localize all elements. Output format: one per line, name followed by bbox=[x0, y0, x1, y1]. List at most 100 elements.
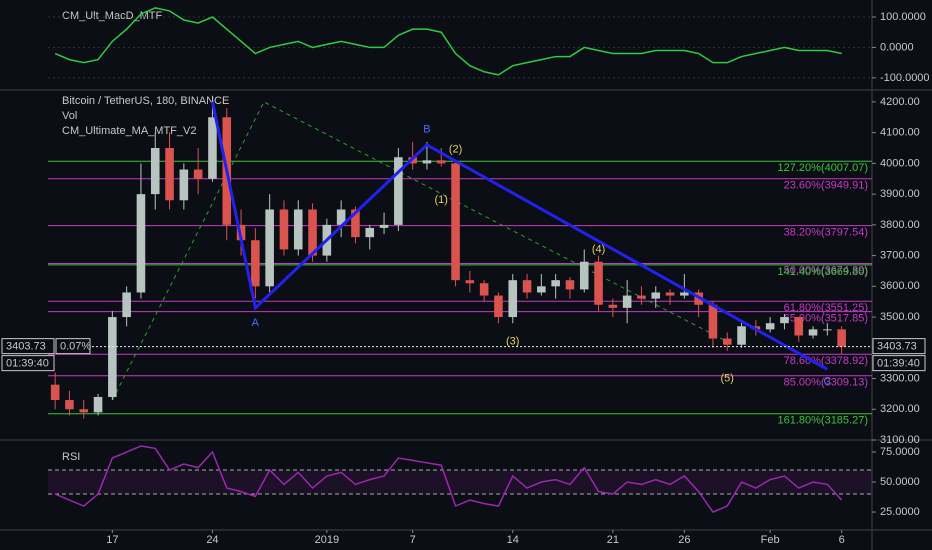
candle-body bbox=[136, 194, 146, 293]
price-subtitle: Vol bbox=[62, 110, 77, 122]
candle-body bbox=[179, 169, 189, 201]
candle-body bbox=[65, 400, 74, 410]
candle-body bbox=[50, 384, 60, 401]
wave-label: (4) bbox=[592, 243, 605, 255]
indicator-line bbox=[54, 7, 842, 76]
candle-body bbox=[651, 292, 661, 299]
y-tick-label: 75.0000 bbox=[880, 446, 920, 458]
x-tick-label: 24 bbox=[206, 534, 218, 546]
candle-body bbox=[823, 329, 832, 331]
y-tick-label: 100.0000 bbox=[880, 11, 926, 23]
fib-label: 161.80%(3185.27) bbox=[777, 415, 868, 427]
candle-body bbox=[780, 317, 789, 324]
last-price: 3403.73 bbox=[6, 341, 46, 353]
candle-body bbox=[394, 157, 403, 225]
candle-body bbox=[594, 261, 603, 305]
candle-body bbox=[379, 224, 389, 228]
candle-body bbox=[150, 148, 160, 195]
wave-label: (2) bbox=[449, 143, 462, 155]
x-tick-label: 14 bbox=[507, 534, 519, 546]
wave-label: B bbox=[423, 123, 430, 135]
last-price: 3403.73 bbox=[877, 341, 917, 353]
wave-line bbox=[210, 101, 829, 371]
x-tick-label: 17 bbox=[106, 534, 118, 546]
fib-label: 127.20%(4007.07) bbox=[777, 162, 868, 174]
candle-body bbox=[508, 280, 518, 318]
price-box bbox=[872, 338, 926, 355]
x-tick-label: 26 bbox=[678, 534, 690, 546]
candle-body bbox=[279, 209, 289, 250]
candle-body bbox=[451, 163, 460, 281]
candle-body bbox=[608, 304, 618, 308]
candle-body bbox=[308, 209, 317, 256]
y-tick-label: 3600.00 bbox=[880, 280, 920, 292]
y-tick-label: 25.0000 bbox=[880, 506, 920, 518]
candle-body bbox=[265, 209, 274, 287]
candle-body bbox=[680, 292, 689, 296]
wave-label: (3) bbox=[506, 336, 519, 348]
fib-label: 38.20%(3797.54) bbox=[784, 227, 868, 239]
fib-label: 85.00%(3309.13) bbox=[784, 377, 868, 389]
x-tick-label: 7 bbox=[410, 534, 416, 546]
countdown-box bbox=[872, 355, 926, 372]
candle-body bbox=[565, 280, 575, 290]
change: 0.07% bbox=[60, 341, 91, 353]
candle-body bbox=[708, 304, 718, 339]
y-tick-label: 3100.00 bbox=[880, 434, 920, 446]
y-tick-label: 3500.00 bbox=[880, 311, 920, 323]
price-box bbox=[1, 338, 55, 355]
wave-label: (1) bbox=[435, 194, 448, 206]
fib-label: 78.60%(3378.92) bbox=[784, 355, 868, 367]
trend-line bbox=[111, 101, 728, 401]
x-tick-label: 2019 bbox=[315, 534, 339, 546]
candle-body bbox=[351, 209, 360, 238]
candle-body bbox=[365, 227, 375, 238]
candle-body bbox=[422, 160, 432, 164]
y-tick-label: 0.0000 bbox=[880, 41, 914, 53]
indicator-line bbox=[54, 445, 843, 513]
countdown-box bbox=[1, 355, 55, 372]
y-tick-label: 3700.00 bbox=[880, 249, 920, 261]
candle-body bbox=[622, 295, 632, 308]
candle-body bbox=[837, 329, 846, 347]
candle-body bbox=[765, 323, 775, 330]
fib-label: 141.40%(3669.80) bbox=[777, 266, 868, 278]
countdown: 01:39:40 bbox=[6, 358, 49, 370]
candle-body bbox=[537, 286, 546, 293]
candle-body bbox=[579, 261, 589, 290]
candle-body bbox=[165, 148, 174, 201]
y-tick-label: 50.0000 bbox=[880, 476, 920, 488]
fib-label: 65.00%(3517.85) bbox=[784, 312, 868, 324]
price-title: Bitcoin / TetherUS, 180, BINANCE bbox=[62, 95, 229, 107]
candle-body bbox=[251, 240, 260, 287]
wave-label: (5) bbox=[721, 372, 734, 384]
y-tick-label: 3800.00 bbox=[880, 219, 920, 231]
candle-body bbox=[193, 169, 203, 179]
candle-body bbox=[122, 292, 131, 318]
price-subtitle: CM_Ultimate_MA_MTF_V2 bbox=[62, 125, 196, 137]
wave-label: C bbox=[823, 376, 831, 388]
candle-body bbox=[722, 338, 732, 345]
y-tick-label: 3300.00 bbox=[880, 372, 920, 384]
candle-body bbox=[522, 280, 532, 293]
candle-body bbox=[336, 209, 346, 225]
y-tick-label: 3200.00 bbox=[880, 403, 920, 415]
rsi-band bbox=[48, 470, 872, 495]
candle-body bbox=[208, 117, 217, 179]
candle-body bbox=[808, 329, 818, 336]
y-tick-label: -100.0000 bbox=[880, 72, 930, 84]
candle-body bbox=[494, 295, 503, 318]
candle-body bbox=[465, 280, 475, 284]
candle-body bbox=[794, 317, 804, 336]
wave-label: A bbox=[252, 317, 260, 329]
candle-body bbox=[293, 209, 303, 250]
candle-body bbox=[93, 396, 103, 413]
x-tick-label: 6 bbox=[839, 534, 845, 546]
fib-label: 23.60%(3949.91) bbox=[784, 180, 868, 192]
countdown: 01:39:40 bbox=[877, 358, 920, 370]
candle-body bbox=[479, 283, 489, 296]
candle-body bbox=[551, 280, 560, 287]
change-box bbox=[55, 338, 91, 355]
